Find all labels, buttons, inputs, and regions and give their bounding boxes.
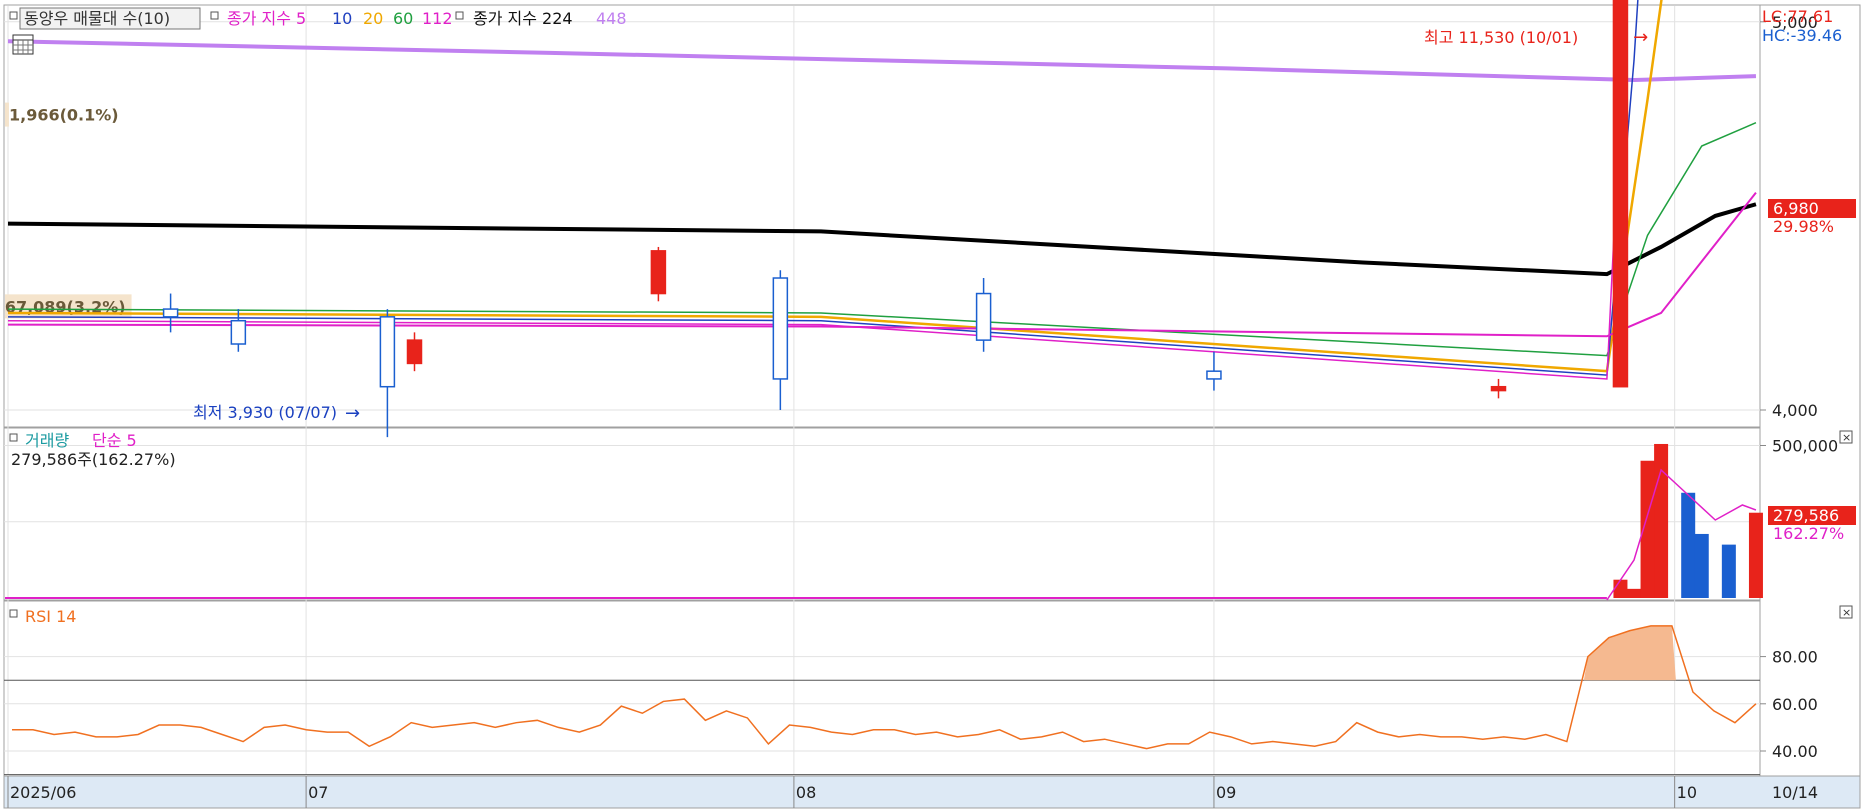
candle-body [406, 339, 423, 365]
lc-label: LC:77.61 [1762, 7, 1833, 26]
current-price: 6,980 [1773, 199, 1819, 218]
grid-lines [4, 6, 1760, 776]
candle-body [1490, 385, 1507, 392]
legend-toggle-icon[interactable] [9, 11, 18, 20]
volume-bar [1613, 579, 1628, 598]
x-tick-label: 08 [796, 783, 816, 802]
ma10-line [7, 0, 1639, 376]
volume-close-icon[interactable]: × [1839, 430, 1853, 444]
ma-toggle-icon[interactable] [210, 11, 219, 20]
price-tick-label: 4,000 [1772, 401, 1818, 420]
ma224-line [7, 202, 1757, 277]
ma20-line [7, 0, 1663, 373]
volume-bars [5, 443, 1763, 601]
volume-tick-label: 500,000 [1772, 437, 1838, 456]
volume-bar [1640, 460, 1655, 598]
volume-bar [1748, 512, 1763, 598]
stock-label: 동양우 매물대 수(10) [24, 9, 170, 28]
rsi-tick-label: 40.00 [1772, 742, 1818, 761]
volume-ma-label: 단순 5 [92, 431, 137, 450]
candle-body [379, 316, 396, 388]
moving-average-lines [7, 0, 1757, 380]
ma60-label[interactable]: 60 [393, 9, 413, 28]
rsi-close-icon[interactable]: × [1839, 605, 1853, 619]
ma448-label[interactable]: 448 [596, 9, 627, 28]
rsi-toggle-icon[interactable] [9, 609, 18, 618]
rsi-panel-frame [3, 600, 1761, 777]
candle-body [230, 319, 247, 345]
rsi-tick-label: 80.00 [1772, 648, 1818, 667]
volume-title: 거래량 [25, 431, 69, 450]
ma112-label[interactable]: 112 [422, 9, 453, 28]
svg-text:×: × [1842, 431, 1851, 444]
profile-label: 67,089(3.2%) [5, 297, 126, 316]
x-axis-ticks: 2025/06 07 08 09 10 [7, 776, 1697, 808]
volume-summary: 279,586주(162.27%) [11, 450, 176, 469]
current-volume-pct: 162.27% [1773, 524, 1844, 543]
high-note: 최고 11,530 (10/01) [1424, 28, 1578, 47]
ma112-line [7, 191, 1757, 338]
hc-label: HC:-39.46 [1762, 26, 1842, 45]
candle-body [975, 292, 992, 341]
current-volume-box [1768, 506, 1856, 525]
rsi-line [12, 625, 1757, 750]
candle-body [162, 308, 179, 318]
current-change: 29.98% [1773, 217, 1834, 236]
ma10-label[interactable]: 10 [332, 9, 352, 28]
ma5-label[interactable]: 종가 지수 5 [227, 9, 306, 28]
volume-bar [1654, 443, 1669, 598]
header-legend: 동양우 매물대 수(10) 종가 지수 5 10 20 60 112 종가 지수… [9, 7, 627, 55]
x-axis-last-label: 10/14 [1772, 783, 1818, 802]
volume-bar [1681, 492, 1696, 598]
volume-toggle-icon[interactable] [9, 433, 18, 442]
profile-label: 1,966(0.1%) [9, 106, 119, 125]
x-tick-label: 10 [1677, 783, 1697, 802]
candle-body [772, 277, 789, 380]
ma448-line [7, 39, 1757, 83]
current-volume: 279,586 [1773, 506, 1839, 525]
x-tick-label: 2025/06 [10, 783, 76, 802]
ma224-toggle-icon[interactable] [455, 11, 464, 20]
volume-bar [1694, 533, 1709, 598]
volume-bar [1721, 544, 1736, 598]
ma224-label[interactable]: 종가 지수 224 [473, 9, 573, 28]
stock-label-box[interactable] [19, 7, 201, 30]
rsi-series [12, 625, 1757, 750]
calendar-icon[interactable] [12, 34, 34, 55]
candle-body [650, 250, 667, 295]
profile-bar [5, 102, 9, 127]
svg-text:×: × [1842, 606, 1851, 619]
x-axis-band [3, 775, 1861, 809]
rsi-overbought-fill [1583, 625, 1676, 681]
low-arrow-icon: → [345, 403, 360, 424]
low-note: 최저 3,930 (07/07) [193, 403, 337, 422]
y-axis-ticks: 11,00010,0009,0008,0006,0005,0004,000500… [1760, 13, 1838, 761]
x-tick-label: 09 [1216, 783, 1236, 802]
volume-bar [1627, 588, 1641, 598]
ma20-label[interactable]: 20 [363, 9, 383, 28]
rsi-title: RSI 14 [25, 607, 76, 626]
high-arrow-icon: → [1633, 27, 1648, 48]
rsi-tick-label: 60.00 [1772, 695, 1818, 714]
candle-body [1612, 0, 1629, 388]
candlestick-series [162, 0, 1629, 438]
y-axis-area [1759, 4, 1861, 777]
current-price-box [1768, 199, 1856, 218]
volume-ma-line [1606, 468, 1757, 601]
volume-panel-frame [3, 427, 1761, 601]
candle-body [1206, 370, 1222, 380]
x-tick-label: 07 [308, 783, 328, 802]
ma5-line [7, 0, 1627, 380]
price-tick-label: 5,000 [1772, 13, 1818, 32]
